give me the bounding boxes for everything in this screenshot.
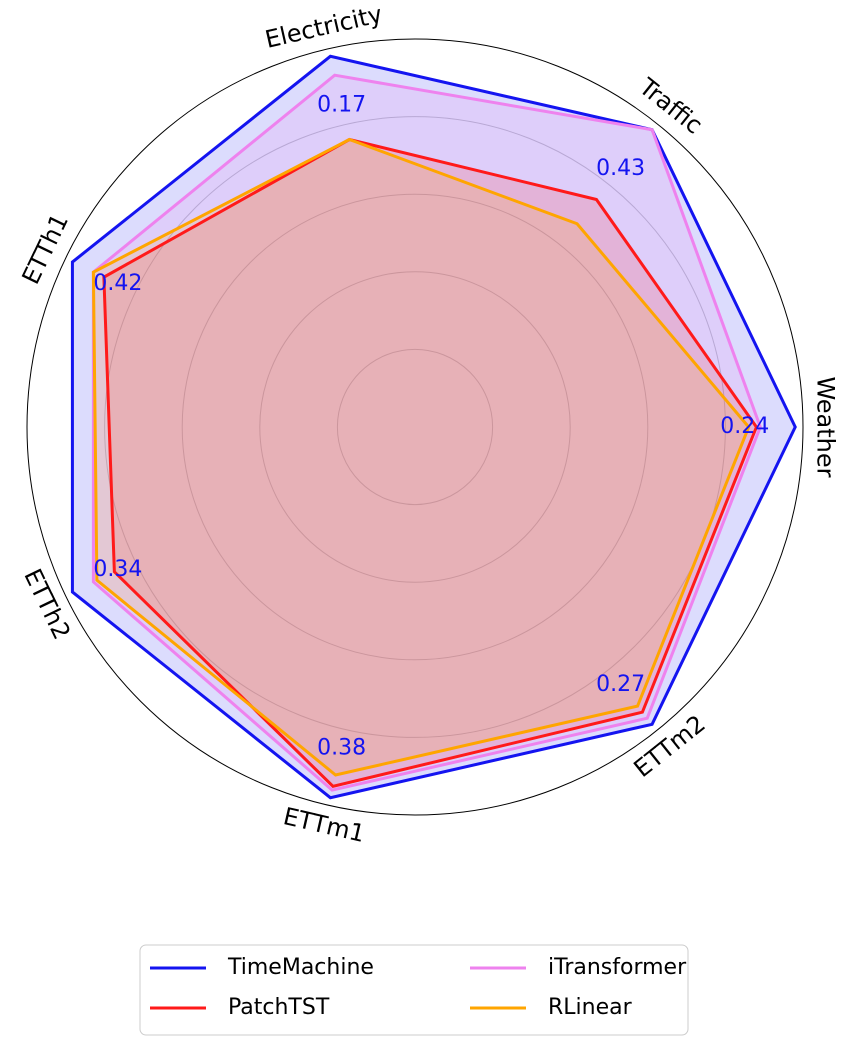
series-line <box>70 54 797 800</box>
grid-ring <box>259 271 571 583</box>
legend-label: iTransformer <box>548 955 687 980</box>
series-area <box>93 139 749 776</box>
grid-ring <box>104 116 726 738</box>
axis-value-label: 0.42 <box>93 271 142 296</box>
legend-label: RLinear <box>548 995 633 1020</box>
axis-value-label: 0.27 <box>596 672 645 697</box>
axis-value-label: 0.24 <box>720 414 769 439</box>
category-label: Electricity <box>262 0 384 54</box>
axis-value-label: 0.43 <box>596 156 645 181</box>
axis-value-label: 0.38 <box>317 736 366 761</box>
legend-label: TimeMachine <box>227 955 374 980</box>
series-area <box>103 139 757 787</box>
category-label: ETTh1 <box>17 209 75 288</box>
grid-ring <box>336 348 494 506</box>
category-label: ETTh2 <box>18 565 76 644</box>
grid-ring <box>181 193 649 661</box>
category-label: ETTm1 <box>281 802 368 848</box>
axis-value-label: 0.17 <box>317 92 366 117</box>
series-line <box>102 137 759 789</box>
series-line <box>91 73 762 792</box>
legend-label: PatchTST <box>228 995 330 1020</box>
series-area <box>93 75 761 791</box>
series-area <box>72 56 796 798</box>
series-line <box>91 137 751 777</box>
legend-box <box>139 944 689 1036</box>
outer-ring <box>26 38 804 816</box>
axis-value-label: 0.34 <box>93 557 142 582</box>
category-label: Weather <box>811 376 839 477</box>
